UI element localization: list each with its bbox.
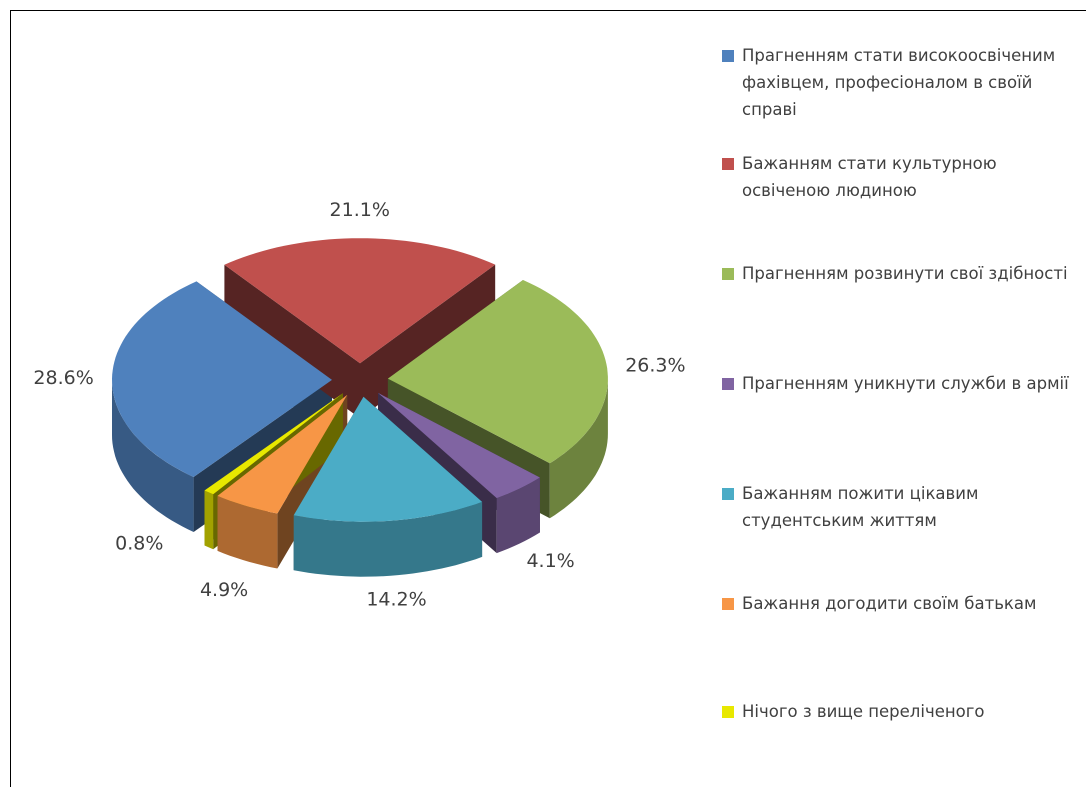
legend-label: Бажання догодити своїм батькам	[742, 594, 1037, 613]
slice	[217, 394, 348, 514]
data-label: 28.6%	[33, 367, 93, 389]
slice	[378, 392, 540, 499]
slice	[387, 280, 608, 464]
slice	[204, 393, 343, 495]
slice-side	[549, 378, 608, 519]
legend-item: Нічого з вище переліченого	[722, 698, 1072, 725]
legend-swatch	[722, 598, 734, 610]
legend-swatch	[722, 488, 734, 500]
legend-label: Прагненням розвинути свої здібності	[742, 264, 1068, 283]
legend-swatch	[722, 378, 734, 390]
data-label: 21.1%	[330, 199, 390, 221]
slice	[293, 396, 483, 522]
slice	[224, 238, 496, 364]
legend-label: Прагненням уникнути служби в армії	[742, 374, 1069, 393]
slice-side	[293, 501, 483, 577]
legend-swatch	[722, 706, 734, 718]
legend-label: Бажанням стати культурною освіченою люди…	[742, 154, 997, 200]
slice-side	[217, 495, 278, 569]
slice-side	[112, 379, 194, 532]
data-label: 4.9%	[200, 579, 248, 601]
legend-swatch	[722, 268, 734, 280]
data-label: 26.3%	[625, 355, 685, 377]
legend-label: Нічого з вище переліченого	[742, 702, 985, 721]
legend-item: Прагненням стати високоосвіченим фахівце…	[722, 42, 1072, 123]
chart: 28.6% 21.1% 26.3% 4.1% 14.2% 4.9% 0.8%	[33, 199, 685, 611]
slice-side	[204, 490, 214, 550]
data-label: 14.2%	[366, 589, 426, 611]
slice-side	[496, 477, 540, 554]
legend-item: Прагненням розвинути свої здібності	[722, 260, 1072, 287]
data-label: 0.8%	[115, 533, 163, 555]
data-label: 4.1%	[526, 550, 574, 572]
legend-item: Бажанням стати культурною освіченою люди…	[722, 150, 1072, 204]
legend-item: Прагненням уникнути служби в армії	[722, 370, 1072, 397]
legend-item: Бажанням пожити цікавим студентським жит…	[722, 480, 1072, 534]
legend-label: Бажанням пожити цікавим студентським жит…	[742, 484, 979, 530]
chart-frame	[10, 10, 1086, 787]
legend-item: Бажання догодити своїм батькам	[722, 590, 1072, 617]
slice	[112, 281, 332, 477]
legend-swatch	[722, 50, 734, 62]
legend-swatch	[722, 158, 734, 170]
legend-label: Прагненням стати високоосвіченим фахівце…	[742, 46, 1056, 119]
